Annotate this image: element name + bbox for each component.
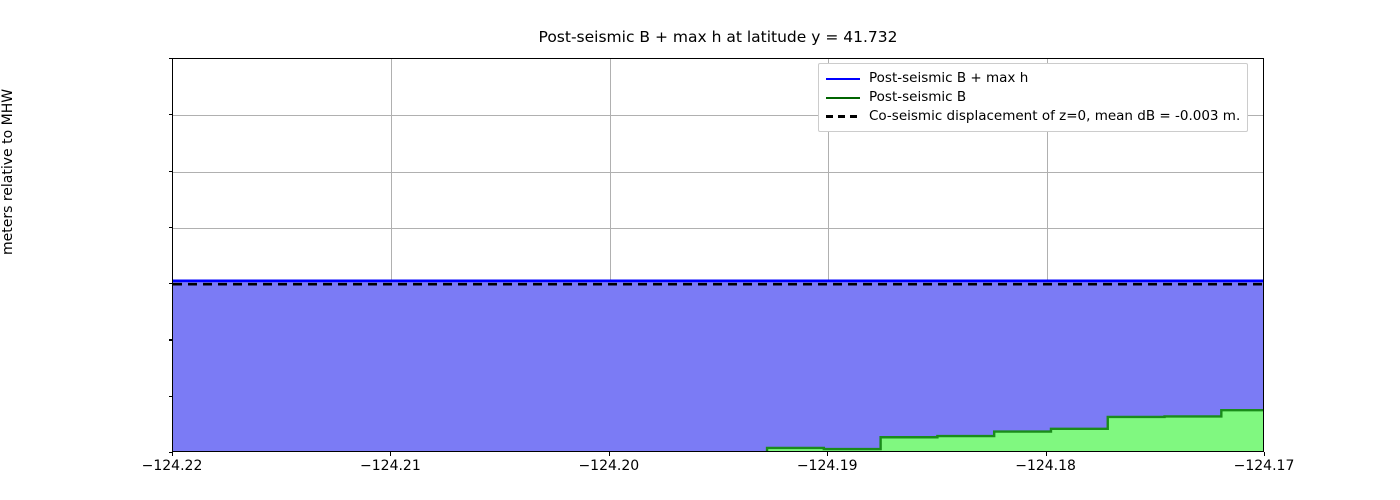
x-tick-label: −124.18 [1015,458,1076,474]
y-tick-mark [168,226,173,228]
post-seismic-b-plus-h-fill [173,280,1263,451]
legend-label: Post-seismic B [869,88,967,105]
x-tick-label: −124.20 [578,458,640,474]
x-tick-mark [172,452,174,456]
y-tick-mark [168,339,173,341]
gridline-vertical [391,59,393,451]
gridline-horizontal [173,115,1263,117]
series-layer [173,279,1263,451]
x-tick-mark [1264,452,1266,456]
x-tick-mark [608,452,610,456]
legend-label: Co-seismic displacement of z=0, mean dB … [869,107,1241,124]
legend-item-post-seismic-b[interactable]: Post-seismic B [826,88,1240,107]
x-tick-mark [827,452,829,456]
legend-swatch-blue-line-icon [826,72,860,86]
x-tick-label: −124.22 [141,458,203,474]
gridline-horizontal [173,171,1263,173]
legend-swatch-black-dashed-line-icon [826,110,860,124]
y-axis-label: meters relative to MHW [0,88,16,255]
y-tick-mark [168,114,173,116]
plot-area [172,58,1264,452]
gridline-vertical [1046,59,1048,451]
legend-item-co-seismic-displacement[interactable]: Co-seismic displacement of z=0, mean dB … [826,107,1240,126]
y-tick-mark [168,395,173,397]
x-tick-label: −124.17 [1233,458,1295,474]
chart-title: Post-seismic B + max h at latitude y = 4… [538,28,898,46]
gridline-vertical [828,59,830,451]
y-tick-mark [168,170,173,172]
x-tick-label: −124.21 [360,458,421,474]
legend-box: Post-seismic B + max h Post-seismic B Co… [818,63,1249,132]
legend-item-post-seismic-b-plus-h[interactable]: Post-seismic B + max h [826,69,1240,88]
y-tick-mark [168,452,173,454]
x-tick-mark [390,452,392,456]
legend-swatch-green-line-icon [826,91,860,105]
x-tick-label: −124.19 [796,458,858,474]
gridline-horizontal [173,227,1263,229]
gridline-vertical [609,59,611,451]
x-tick-mark [1045,452,1047,456]
y-tick-mark [168,58,173,60]
y-tick-mark [168,283,173,285]
legend-label: Post-seismic B + max h [869,69,1029,86]
post-seismic-b-line [765,409,1263,451]
post-seismic-b-fill [767,410,1263,451]
